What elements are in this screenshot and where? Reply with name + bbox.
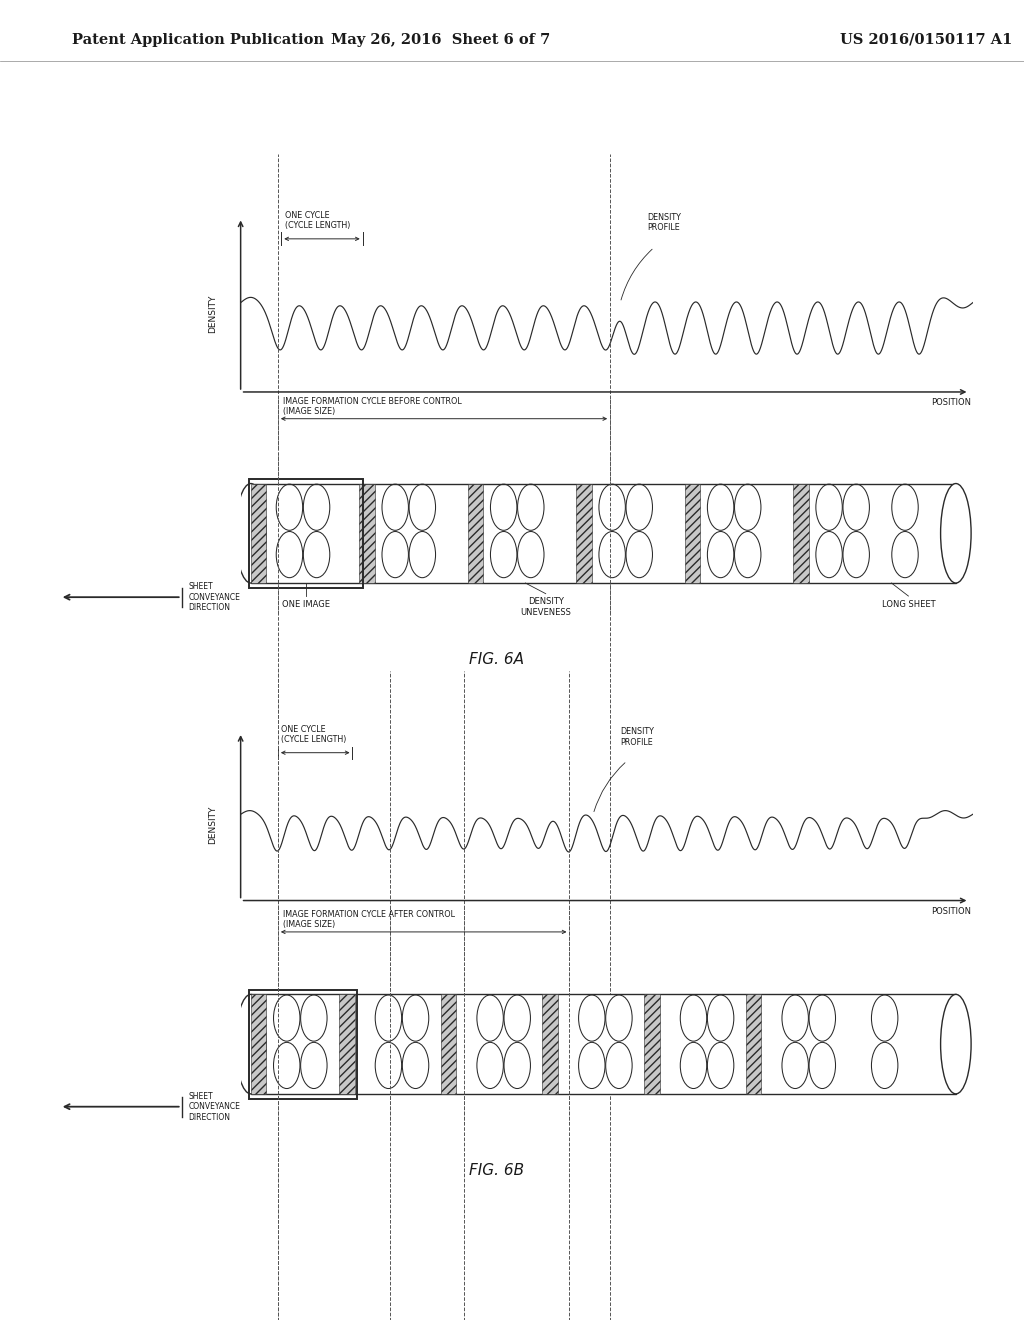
- Text: LONG SHEET: LONG SHEET: [882, 599, 935, 609]
- Bar: [543, 994, 558, 1094]
- Text: ONE CYCLE
(CYCLE LENGTH): ONE CYCLE (CYCLE LENGTH): [285, 211, 350, 231]
- Bar: [468, 483, 483, 583]
- Bar: [250, 990, 356, 1098]
- Bar: [644, 994, 659, 1094]
- Ellipse shape: [941, 483, 971, 583]
- Ellipse shape: [236, 994, 266, 1094]
- Bar: [577, 483, 592, 583]
- Text: SHEET
CONVEYANCE
DIRECTION: SHEET CONVEYANCE DIRECTION: [188, 1092, 241, 1122]
- Text: May 26, 2016  Sheet 6 of 7: May 26, 2016 Sheet 6 of 7: [331, 33, 550, 46]
- Bar: [250, 479, 364, 587]
- Text: DENSITY
PROFILE: DENSITY PROFILE: [621, 727, 654, 747]
- Bar: [251, 994, 955, 1094]
- Text: POSITION: POSITION: [932, 907, 972, 916]
- Text: US 2016/0150117 A1: US 2016/0150117 A1: [840, 33, 1012, 46]
- Text: SHEET
CONVEYANCE
DIRECTION: SHEET CONVEYANCE DIRECTION: [188, 582, 241, 612]
- Text: ONE CYCLE
(CYCLE LENGTH): ONE CYCLE (CYCLE LENGTH): [282, 725, 347, 744]
- Text: IMAGE FORMATION CYCLE BEFORE CONTROL
(IMAGE SIZE): IMAGE FORMATION CYCLE BEFORE CONTROL (IM…: [284, 397, 462, 416]
- Text: DENSITY
UNEVENESS: DENSITY UNEVENESS: [520, 597, 571, 616]
- Text: POSITION: POSITION: [932, 399, 972, 408]
- Bar: [745, 994, 761, 1094]
- Bar: [685, 483, 700, 583]
- Bar: [251, 994, 266, 1094]
- Bar: [359, 483, 375, 583]
- Bar: [251, 483, 266, 583]
- Bar: [440, 994, 457, 1094]
- Ellipse shape: [941, 994, 971, 1094]
- Bar: [339, 994, 354, 1094]
- Text: DENSITY: DENSITY: [209, 805, 217, 845]
- Bar: [251, 483, 955, 583]
- Text: FIG. 6A: FIG. 6A: [469, 652, 524, 668]
- Ellipse shape: [236, 483, 266, 583]
- Text: DENSITY: DENSITY: [209, 294, 217, 334]
- Text: DENSITY
PROFILE: DENSITY PROFILE: [647, 213, 681, 232]
- Text: Patent Application Publication: Patent Application Publication: [72, 33, 324, 46]
- Text: ONE IMAGE: ONE IMAGE: [283, 599, 331, 609]
- Text: IMAGE FORMATION CYCLE AFTER CONTROL
(IMAGE SIZE): IMAGE FORMATION CYCLE AFTER CONTROL (IMA…: [284, 909, 456, 929]
- Text: FIG. 6B: FIG. 6B: [469, 1163, 524, 1179]
- Bar: [794, 483, 809, 583]
